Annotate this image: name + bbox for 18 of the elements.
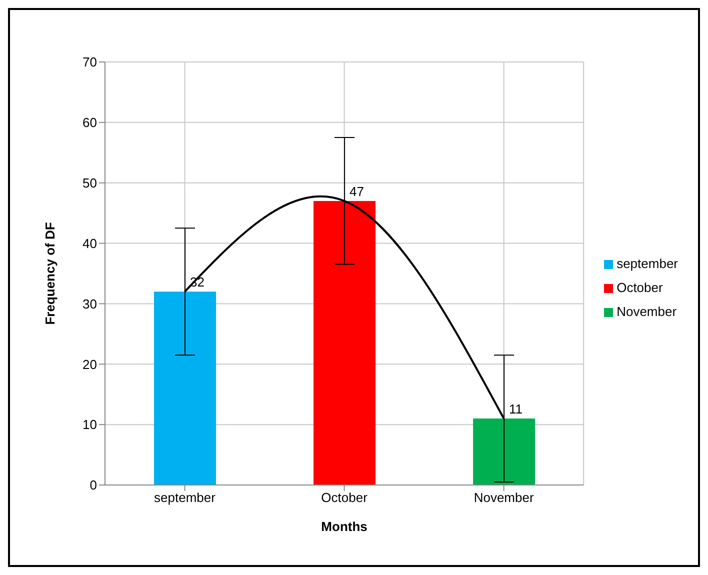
- x-axis-title: Months: [321, 519, 368, 534]
- y-tick-label: 30: [82, 296, 97, 312]
- data-label: 11: [509, 402, 523, 417]
- y-tick-label: 50: [82, 175, 97, 190]
- y-tick-label: 0: [90, 478, 97, 493]
- y-tick-label: 40: [82, 236, 97, 251]
- y-tick-label: 20: [82, 356, 97, 372]
- data-label: 47: [350, 184, 364, 199]
- legend-label: November: [616, 304, 677, 318]
- x-tick-label: November: [474, 490, 534, 506]
- y-tick-label: 70: [82, 54, 97, 70]
- y-tick-label: 60: [82, 115, 97, 130]
- x-tick-label: september: [154, 490, 216, 506]
- y-tick-label: 10: [82, 417, 97, 432]
- legend-label: October: [616, 280, 663, 294]
- y-axis-title: Frequency of DF: [42, 222, 58, 325]
- legend-label: september: [616, 256, 678, 270]
- x-tick-label: October: [321, 490, 368, 506]
